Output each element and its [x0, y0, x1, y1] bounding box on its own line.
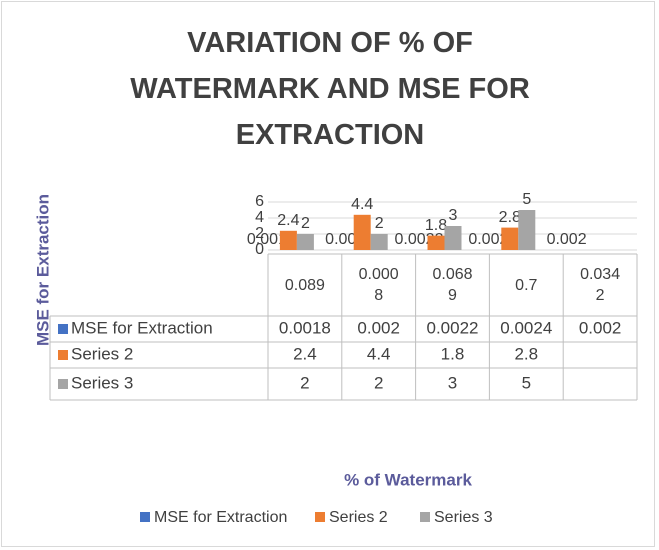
bar	[279, 230, 297, 250]
y-axis-title: MSE for Extraction	[33, 194, 52, 346]
category-label: 0.089	[284, 276, 325, 294]
table-cell: 0.0018	[279, 318, 331, 337]
data-label: 0.002	[547, 231, 587, 248]
bar	[353, 214, 371, 250]
table-cell: 0.002	[357, 318, 400, 337]
legend-label: MSE for Extraction	[154, 509, 287, 526]
table-series-name: Series 3	[71, 373, 133, 392]
table-cell: 5	[522, 373, 531, 392]
table-series-name: Series 2	[71, 344, 133, 363]
y-tick-label: 6	[255, 193, 264, 210]
data-label: 2	[375, 215, 384, 232]
data-label: 3	[449, 207, 458, 224]
table-cell: 2.8	[514, 344, 538, 363]
data-label: 2.8	[499, 209, 521, 226]
table-cell: 0.0022	[427, 318, 479, 337]
category-label: 0.0689	[432, 266, 473, 304]
legend-key	[58, 379, 68, 389]
data-label: 2.4	[277, 212, 299, 229]
bar	[444, 226, 462, 250]
legend-key	[140, 512, 150, 522]
table-cell: 3	[448, 373, 457, 392]
bar	[427, 235, 445, 250]
x-axis-title: % of Watermark	[344, 470, 472, 489]
y-tick-label: 2	[255, 225, 264, 242]
category-label: 0.0008	[358, 266, 399, 304]
y-tick-label: 0	[255, 241, 264, 258]
table-cell: 0.0024	[500, 318, 552, 337]
table-cell: 2	[374, 373, 383, 392]
table-cell: 1.8	[441, 344, 465, 363]
legend-label: Series 2	[329, 509, 388, 526]
legend-key	[315, 512, 325, 522]
category-label: 0.0342	[580, 266, 621, 304]
legend-key	[58, 350, 68, 360]
data-label: 4.4	[351, 196, 373, 213]
bar	[501, 227, 519, 250]
bar	[296, 234, 314, 250]
chart-title: VARIATION OF % OF WATERMARK AND MSE FOR EX…	[130, 27, 530, 151]
legend-key	[420, 512, 430, 522]
bar	[518, 210, 536, 250]
data-label: 5	[522, 191, 531, 208]
y-tick-label: 4	[255, 209, 264, 226]
table-cell: 2.4	[293, 344, 317, 363]
legend-key	[58, 324, 68, 334]
table-cell: 4.4	[367, 344, 391, 363]
data-label: 2	[301, 215, 310, 232]
table-cell: 0.002	[579, 318, 622, 337]
bar	[370, 234, 388, 250]
table-cell: 2	[300, 373, 309, 392]
table-series-name: MSE for Extraction	[71, 318, 213, 337]
data-label: 1.8	[425, 217, 447, 234]
legend-label: Series 3	[434, 509, 493, 526]
category-label: 0.7	[515, 276, 538, 294]
